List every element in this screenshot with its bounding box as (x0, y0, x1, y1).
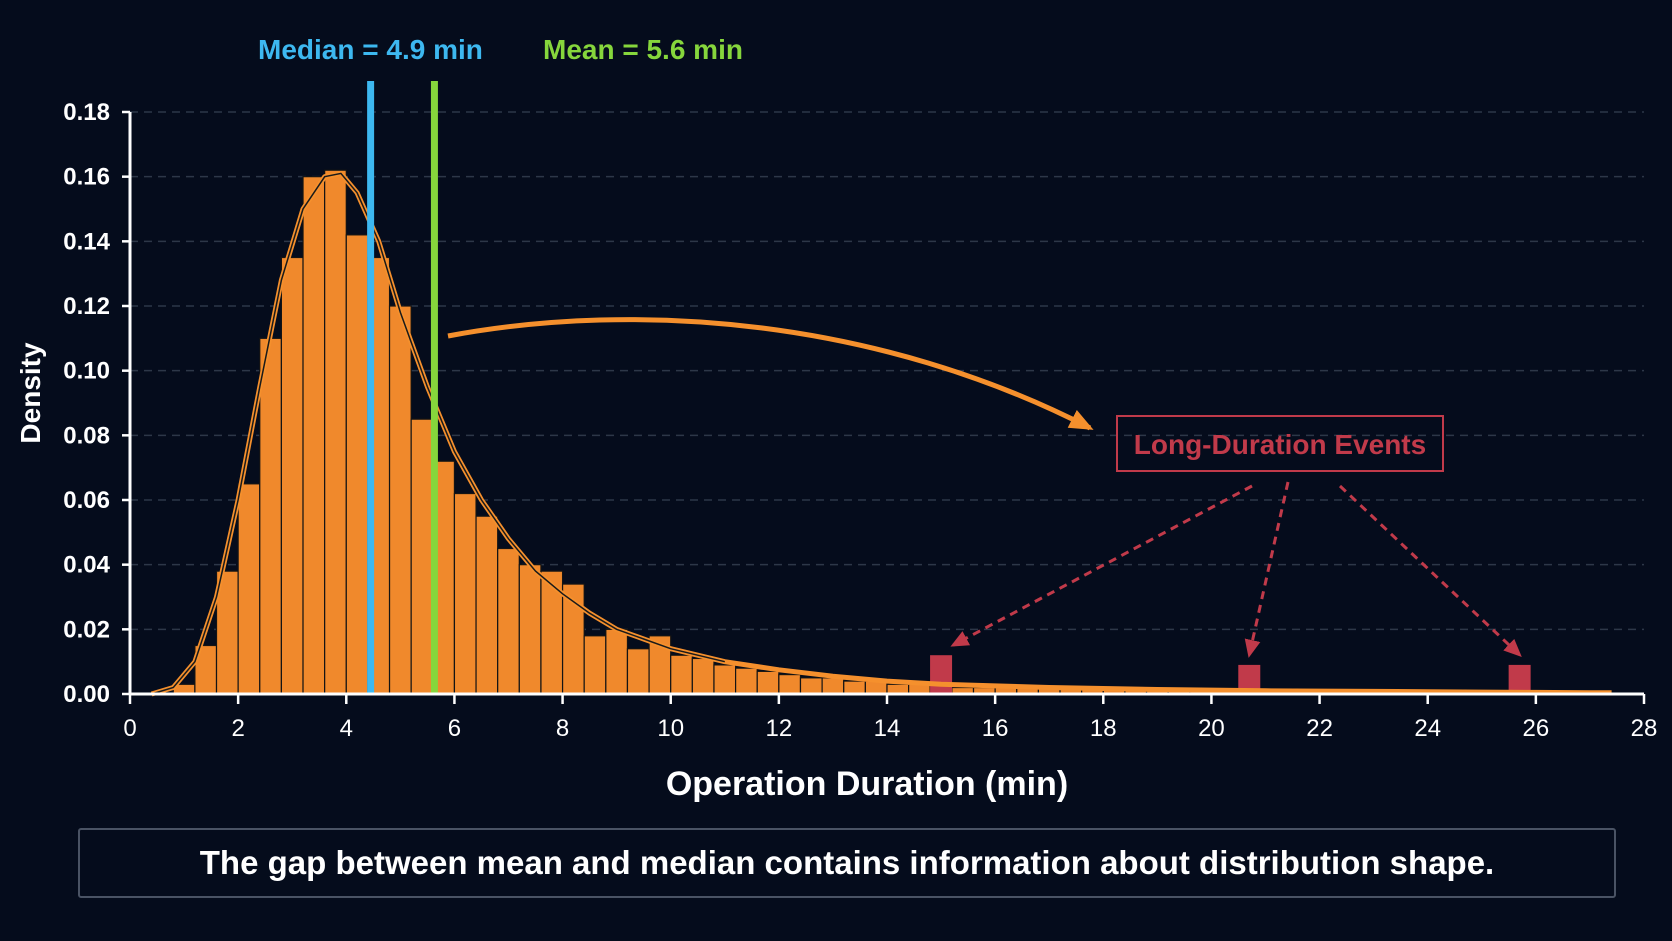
histogram-bar (626, 648, 650, 695)
histogram-bar (518, 564, 542, 695)
reference-lines: Median = 4.9 min Mean = 5.6 min (258, 34, 743, 694)
histogram-bar (670, 654, 693, 695)
histogram-bar (843, 680, 866, 695)
histogram-bar (302, 176, 326, 695)
y-tick-label: 0.04 (63, 552, 110, 579)
histogram-bar (713, 664, 737, 695)
long-duration-events-box (1116, 415, 1444, 472)
histogram-bar (756, 670, 780, 695)
y-tick-label: 0.06 (63, 487, 110, 514)
caption-box: The gap between mean and median contains… (78, 828, 1616, 898)
histogram-bar (799, 677, 823, 695)
x-tick-label: 6 (448, 715, 461, 742)
y-tick-label: 0.00 (63, 681, 110, 708)
x-tick-label: 18 (1090, 715, 1117, 742)
y-tick-label: 0.10 (63, 358, 110, 385)
histogram-bar (259, 337, 282, 695)
x-axis-label: Operation Duration (min) (666, 765, 1068, 803)
long-duration-events-label: Long-Duration Events (1134, 429, 1426, 460)
event-arrow (950, 484, 1253, 647)
histogram-bar (605, 628, 629, 695)
histogram-bar (734, 667, 758, 695)
y-tick-label: 0.18 (63, 99, 110, 126)
x-tick-label: 2 (231, 715, 244, 742)
thin-density-curve (151, 172, 725, 695)
y-axis-label: Density (15, 342, 46, 444)
tail-arrow (447, 317, 1094, 431)
axes: 0.00 0.02 0.04 0.06 0.08 0.10 0.12 0.14 0.16 0.18… (15, 99, 1657, 803)
histogram-bar (410, 418, 434, 695)
histogram-bar (345, 234, 369, 695)
histogram-bar (497, 547, 520, 695)
x-tick-label: 14 (874, 715, 901, 742)
x-tick-label: 12 (766, 715, 793, 742)
x-tick-label: 24 (1414, 715, 1441, 742)
histogram-bar (778, 673, 802, 695)
reference-line-label: Mean = 5.6 min (543, 34, 743, 65)
long-duration-event-bar (1238, 664, 1261, 694)
y-tick-label: 0.02 (63, 616, 110, 643)
annotations: Long-Duration Events (447, 317, 1522, 658)
y-tick-label: 0.16 (63, 164, 110, 191)
histogram-bar (237, 483, 261, 695)
x-tick-label: 20 (1198, 715, 1225, 742)
reference-line-label: Median = 4.9 min (258, 34, 483, 65)
caption-text: The gap between mean and median contains… (199, 844, 1495, 881)
histogram-bar (691, 657, 715, 695)
histogram-bar (280, 256, 304, 695)
event-arrow (1244, 481, 1290, 658)
x-tick-label: 0 (123, 715, 136, 742)
x-tick-label: 8 (556, 715, 569, 742)
long-duration-event-bar (930, 655, 953, 694)
histogram-bar (453, 492, 477, 695)
y-tick-label: 0.12 (63, 293, 110, 320)
x-tick-label: 4 (340, 715, 353, 742)
histogram-bar (475, 515, 499, 695)
x-tick-label: 16 (982, 715, 1009, 742)
fitted-curves (150, 170, 1612, 697)
y-tick-label: 0.08 (63, 422, 110, 449)
x-tick-label: 22 (1306, 715, 1333, 742)
y-tick-label: 0.14 (63, 228, 110, 255)
x-tick-label: 26 (1523, 715, 1550, 742)
histogram-bar (324, 169, 347, 695)
x-tick-label: 10 (657, 715, 684, 742)
histogram-bar (821, 677, 845, 695)
x-tick-label: 28 (1631, 715, 1658, 742)
long-duration-event-bar (1508, 664, 1531, 694)
histogram-bar (388, 305, 412, 695)
histogram-bar (583, 635, 607, 695)
